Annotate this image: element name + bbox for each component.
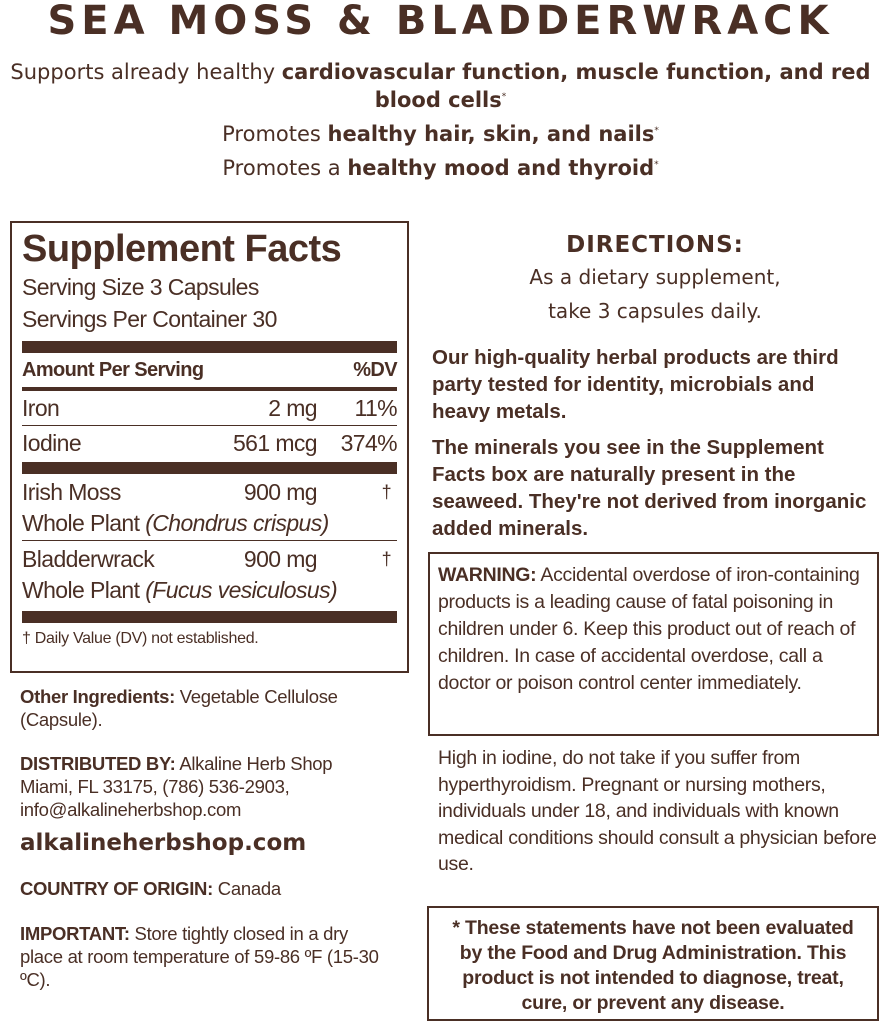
text: Canada bbox=[212, 878, 281, 899]
nutrient-row: Iron 2 mg 11% bbox=[22, 391, 398, 425]
warning-text: Accidental overdose of iron-containing p… bbox=[438, 564, 860, 694]
claim: Promotes healthy hair, skin, and nails* bbox=[0, 119, 881, 147]
herb-name: Irish Moss bbox=[22, 479, 121, 505]
nutrient-dv: 374% bbox=[340, 430, 398, 456]
directions: DIRECTIONS: As a dietary supplement, tak… bbox=[432, 230, 878, 328]
nutrient-dv: 11% bbox=[354, 395, 397, 421]
nutrient-row: Iodine 561 mcg 374% bbox=[22, 426, 398, 460]
amount-header: Amount Per Serving bbox=[22, 359, 204, 381]
label: COUNTRY OF ORIGIN: bbox=[20, 878, 213, 899]
dv-footnote: † Daily Value (DV) not established. bbox=[22, 630, 259, 647]
text: Vegetable Cellulose (Capsule). bbox=[20, 686, 338, 730]
herb-row: Irish Moss 900 mg † Whole Plant (Chondrus … bbox=[22, 474, 397, 540]
label: IMPORTANT: bbox=[20, 923, 130, 944]
herb-part: Whole Plant bbox=[22, 577, 146, 603]
label: DISTRIBUTED BY: bbox=[20, 753, 176, 774]
website-link[interactable]: alkalineherbshop.com bbox=[20, 830, 307, 856]
divider bbox=[22, 611, 397, 623]
text: Store tightly closed in a dry place at r… bbox=[20, 923, 379, 990]
divider bbox=[22, 462, 397, 474]
dv-header: %DV bbox=[353, 359, 397, 381]
distributed-by: DISTRIBUTED BY: Alkaline Herb Shop Miami… bbox=[20, 752, 360, 821]
supplement-facts-panel: Supplement Facts Serving Size 3 Capsules… bbox=[10, 221, 409, 673]
directions-text: take 3 capsules daily. bbox=[548, 299, 762, 323]
divider bbox=[22, 341, 397, 353]
fda-disclaimer: * These statements have not been evaluat… bbox=[427, 906, 879, 1021]
nutrient-name: Iodine bbox=[22, 430, 82, 456]
directions-heading: DIRECTIONS: bbox=[566, 232, 744, 258]
label: Other Ingredients: bbox=[20, 686, 175, 707]
column-header: Amount Per Serving %DV bbox=[22, 353, 398, 387]
herb-name: Bladderwrack bbox=[22, 546, 155, 572]
servings-per-container: Servings Per Container 30 bbox=[22, 306, 277, 332]
claim-bold: cardiovascular function, muscle function… bbox=[281, 60, 871, 112]
claim-text: Promotes bbox=[222, 122, 328, 146]
facts-heading: Supplement Facts bbox=[22, 228, 342, 270]
nutrient-amount: 561 mcg bbox=[232, 430, 318, 456]
herb-latin: (Fucus vesiculosus) bbox=[145, 577, 338, 603]
nutrient-amount: 2 mg bbox=[268, 395, 317, 421]
claim-bold: healthy mood and thyroid bbox=[347, 156, 655, 180]
claim: Supports already healthy cardiovascular … bbox=[0, 60, 881, 113]
asterisk: * bbox=[654, 126, 659, 136]
claim-text: Promotes a bbox=[222, 156, 348, 180]
divider bbox=[22, 387, 397, 391]
asterisk: * bbox=[654, 160, 659, 170]
nutrient-name: Iron bbox=[22, 395, 60, 421]
asterisk: * bbox=[501, 92, 507, 102]
claim-text: Supports already healthy bbox=[10, 60, 282, 84]
iodine-caution: High in iodine, do not take if you suffe… bbox=[438, 747, 877, 875]
text: Alkaline Herb Shop Miami, FL 33175, (786… bbox=[20, 753, 333, 820]
directions-text: As a dietary supplement, bbox=[529, 265, 781, 289]
serving-size: Serving Size 3 Capsules bbox=[22, 274, 259, 300]
herb-amount: 900 mg bbox=[243, 479, 318, 505]
herb-amount: 900 mg bbox=[243, 546, 318, 572]
product-title: SEA MOSS & BLADDERWRACK bbox=[47, 0, 834, 44]
other-ingredients: Other Ingredients: Vegetable Cellulose (… bbox=[20, 685, 400, 731]
warning-label: WARNING: bbox=[438, 564, 537, 586]
herb-dv: † bbox=[381, 482, 392, 502]
minerals-statement: The minerals you see in the Supplement F… bbox=[432, 436, 867, 540]
quality-statement: Our high-quality herbal products are thi… bbox=[432, 346, 839, 423]
storage-important: IMPORTANT: Store tightly closed in a dry… bbox=[20, 922, 395, 991]
herb-latin: (Chondrus crispus) bbox=[145, 510, 329, 536]
warning-box: WARNING: Accidental overdose of iron-con… bbox=[428, 552, 879, 736]
claim-bold: healthy hair, skin, and nails bbox=[327, 122, 655, 146]
herb-part: Whole Plant bbox=[22, 510, 146, 536]
country-of-origin: COUNTRY OF ORIGIN: Canada bbox=[20, 877, 400, 900]
claims: Supports already healthy cardiovascular … bbox=[0, 60, 881, 187]
herb-row: Bladderwrack 900 mg † Whole Plant (Fucus v… bbox=[22, 541, 397, 607]
claim: Promotes a healthy mood and thyroid* bbox=[0, 153, 881, 181]
herb-dv: † bbox=[381, 549, 392, 569]
